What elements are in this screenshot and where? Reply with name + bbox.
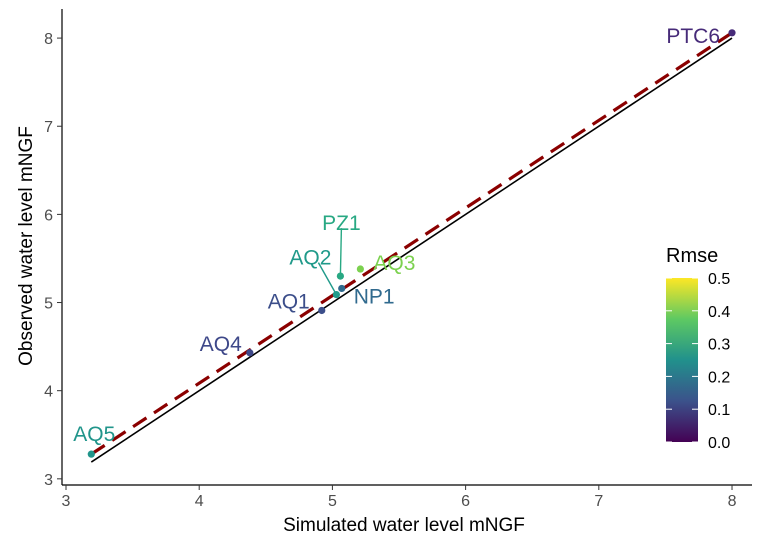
- label-leader-line: [317, 262, 338, 295]
- colorbar-tick-label: 0.2: [708, 369, 730, 386]
- x-tick-label: 8: [728, 493, 737, 510]
- y-tick-label: 3: [44, 472, 53, 489]
- label-leader-line: [339, 228, 343, 277]
- colorbar-legend: Rmse 0.0 0.1 0.2 0.3 0.4 0.5: [666, 245, 730, 452]
- identity-line: [90, 37, 733, 463]
- colorbar-tick-label: 0.1: [708, 402, 730, 419]
- legend-title: Rmse: [666, 245, 718, 267]
- y-tick-label: 7: [44, 119, 53, 136]
- point-label: AQ2: [289, 247, 331, 270]
- data-point: [332, 291, 341, 299]
- y-tick-label: 4: [44, 384, 53, 401]
- data-point: [318, 306, 326, 315]
- colorbar: [666, 278, 698, 442]
- point-label: NP1: [354, 285, 395, 308]
- x-tick-label: 3: [62, 493, 71, 510]
- colorbar-tick-label: 0.0: [708, 435, 730, 452]
- data-point: [338, 284, 346, 293]
- data-point: [246, 349, 254, 357]
- x-tick-label: 4: [195, 493, 204, 510]
- colorbar-tick-label: 0.3: [708, 337, 730, 354]
- y-tick-label: 8: [44, 31, 53, 48]
- x-tick-label: 5: [328, 493, 337, 510]
- colorbar-tick-label: 0.4: [708, 304, 730, 321]
- data-point: [87, 450, 95, 458]
- data-point: [728, 29, 736, 37]
- y-tick-label: 5: [44, 296, 53, 313]
- data-point: [336, 272, 344, 280]
- plot-area: AQ5 AQ4 AQ1 AQ2 NP1 PZ1 AQ3 PTC6: [73, 25, 736, 463]
- data-point: [356, 265, 364, 273]
- y-axis-title: Observed water level mNGF: [16, 126, 37, 366]
- axes: 3 4 5 6 7 8 3 4 5 6 7 8: [44, 9, 752, 510]
- colorbar-tick-label: 0.5: [708, 271, 730, 288]
- regression-line: [90, 31, 733, 456]
- x-axis-title: Simulated water level mNGF: [283, 515, 525, 536]
- y-tick-label: 6: [44, 207, 53, 224]
- point-label: PZ1: [322, 212, 361, 235]
- point-label: AQ1: [268, 290, 310, 313]
- x-tick-label: 6: [461, 493, 470, 510]
- x-tick-label: 7: [594, 493, 603, 510]
- point-label: AQ3: [373, 252, 415, 275]
- point-label: PTC6: [666, 25, 720, 48]
- point-label: AQ4: [200, 333, 242, 356]
- point-label: AQ5: [73, 423, 115, 446]
